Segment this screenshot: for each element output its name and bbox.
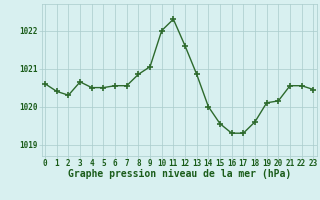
X-axis label: Graphe pression niveau de la mer (hPa): Graphe pression niveau de la mer (hPa) (68, 169, 291, 179)
